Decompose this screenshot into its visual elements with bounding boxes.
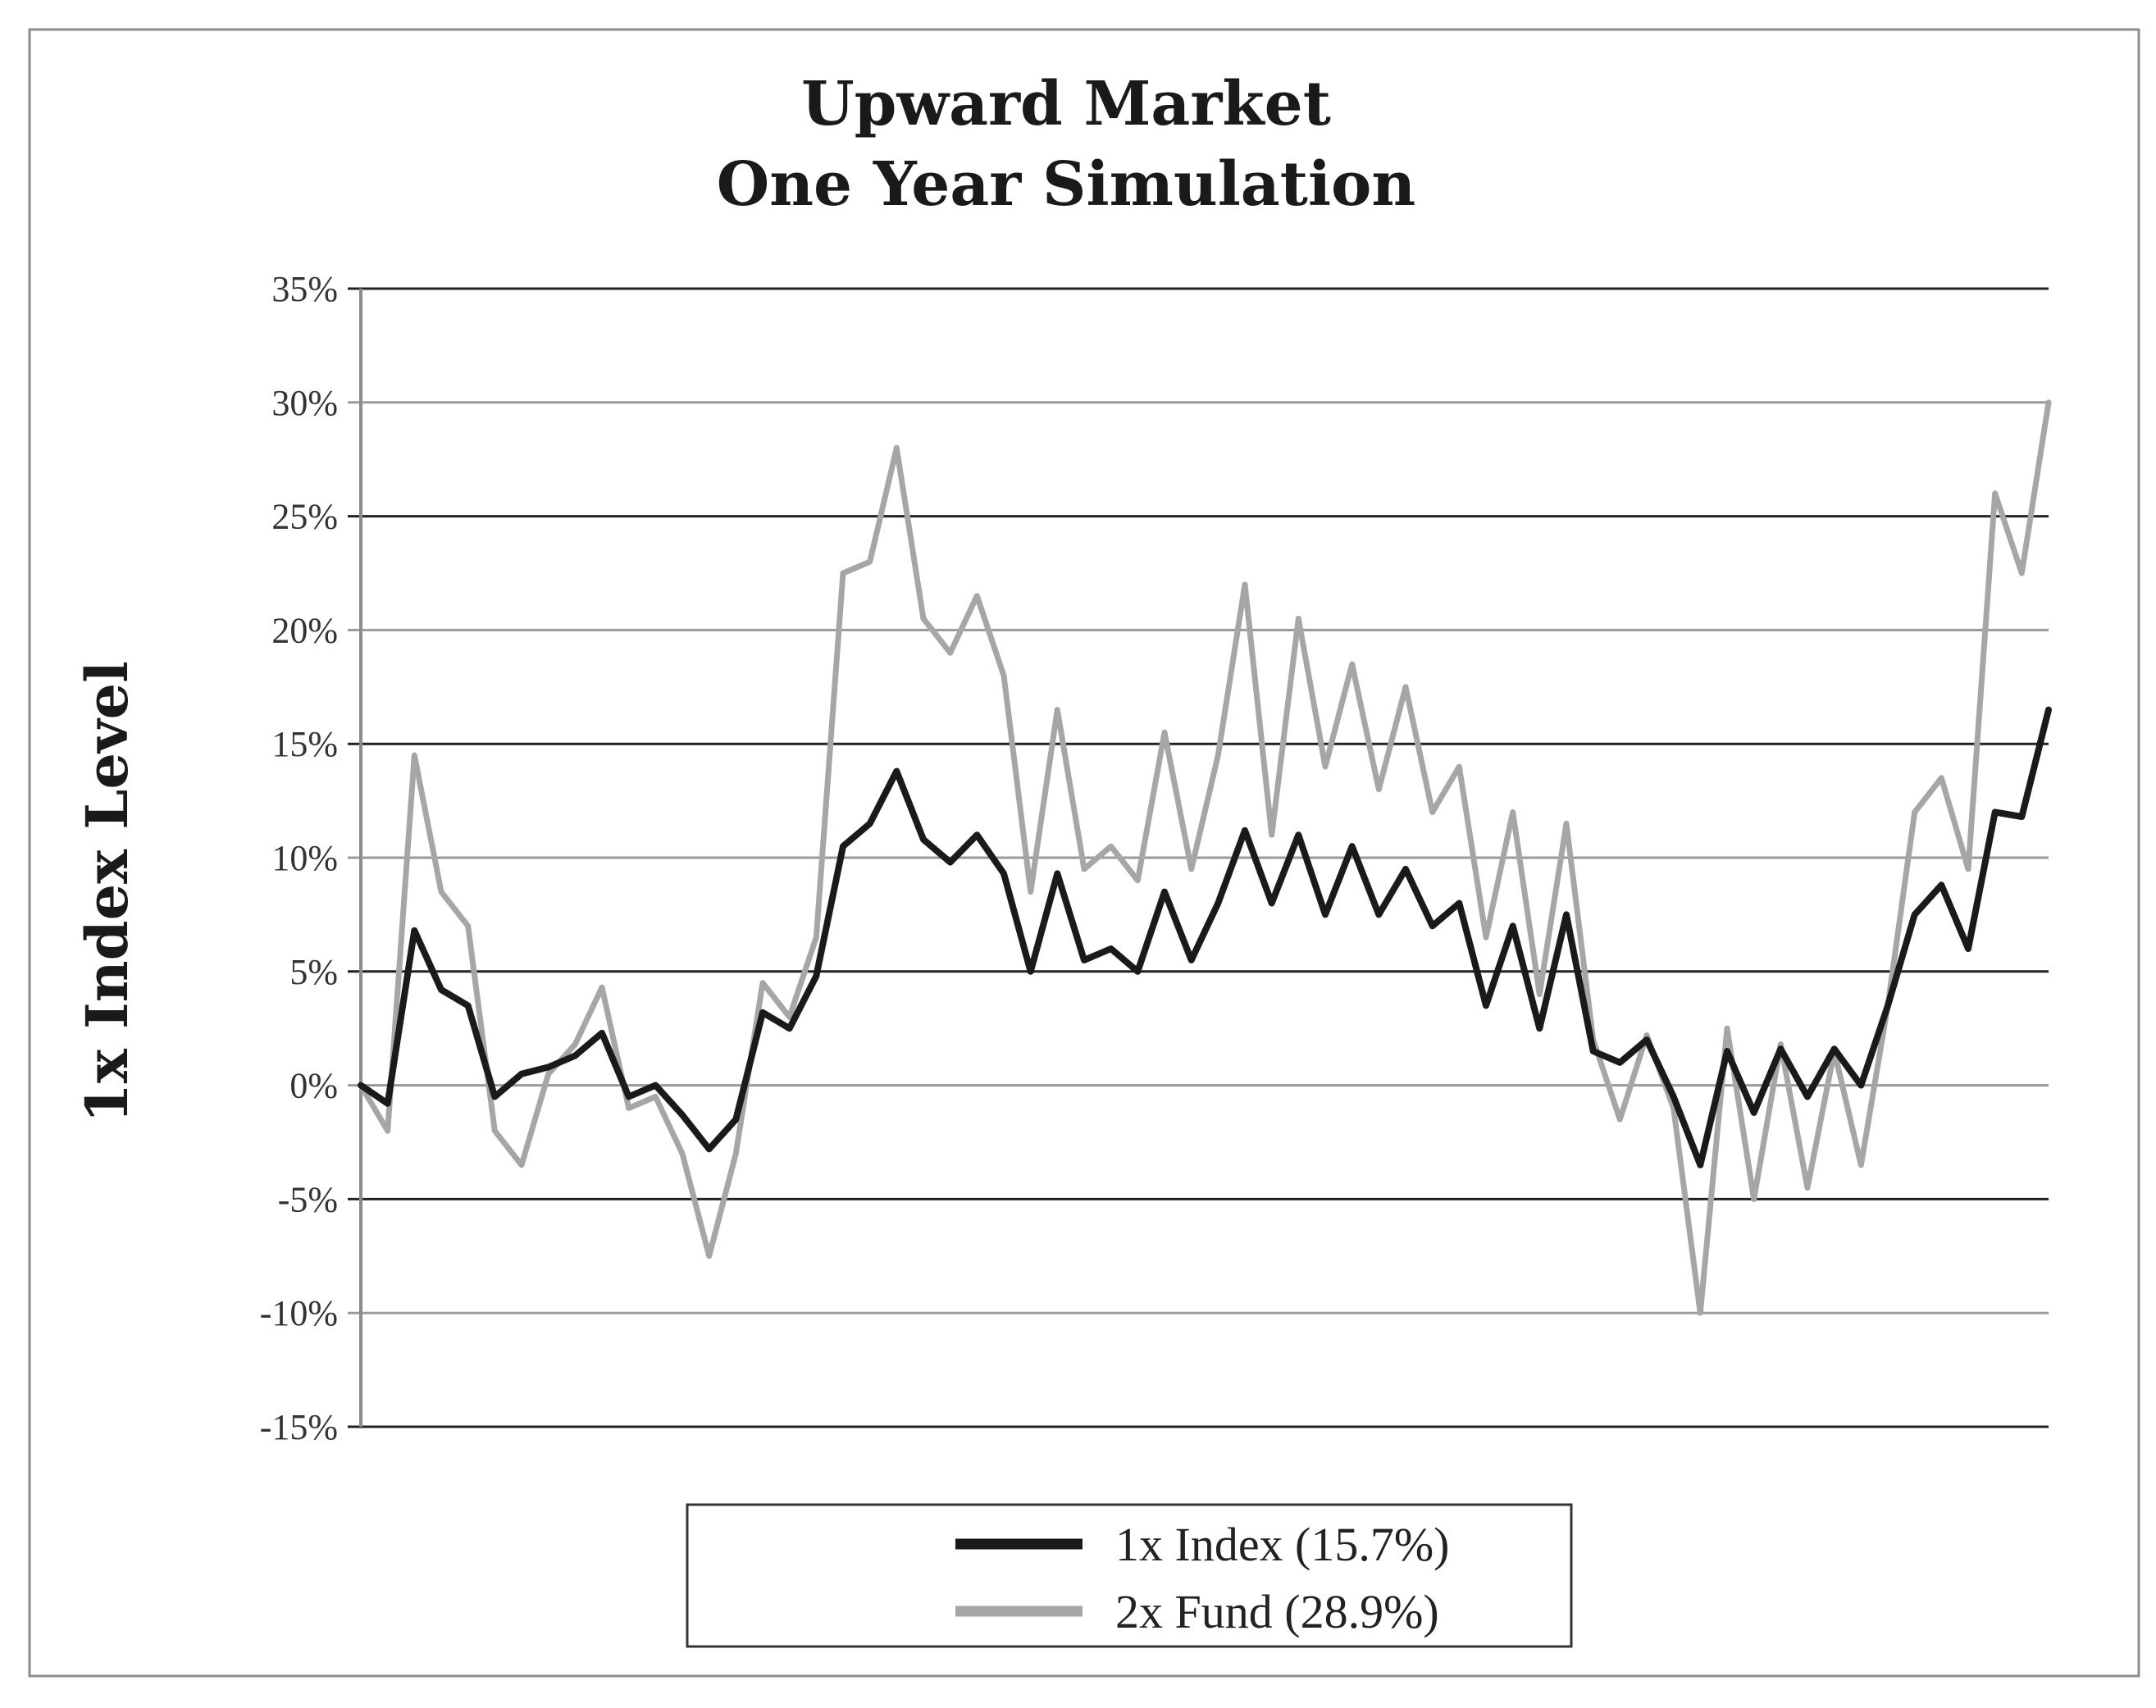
series-line-1x-index <box>358 706 2052 1168</box>
y-tick-label: 10% <box>271 838 338 878</box>
legend-box <box>686 1503 1573 1648</box>
y-tick-label: 15% <box>271 724 338 764</box>
y-tick-label: 30% <box>271 383 338 423</box>
series-line-2x-fund <box>358 399 2052 1316</box>
y-tick-label: 5% <box>289 952 338 992</box>
y-tick-label: 20% <box>271 610 338 650</box>
series-lines <box>358 399 2052 1316</box>
y-axis-label: 1x Index Level <box>73 661 141 1123</box>
chart-title-line-2: One Year Simulation <box>717 149 1415 220</box>
y-tick-label: 35% <box>271 269 338 309</box>
y-tick-label: -5% <box>278 1179 338 1219</box>
y-tick-label: -10% <box>260 1293 338 1333</box>
chart-title-line-1: Upward Market <box>801 69 1331 139</box>
y-tick-label: 25% <box>271 497 338 537</box>
y-tick-labels: 35% 30% 25% 20% 15% 10% 5% 0% -5% -10% -15% <box>260 269 338 1447</box>
y-tick-label: 0% <box>289 1066 338 1106</box>
legend-label-1x-index: 1x Index (15.7%) <box>1115 1518 1450 1571</box>
legend-label-2x-fund: 2x Fund (28.9%) <box>1115 1585 1439 1638</box>
gridlines <box>348 287 2049 1428</box>
legend: 1x Index (15.7%) 2x Fund (28.9%) <box>686 1503 1573 1648</box>
y-tick-label: -15% <box>260 1407 338 1447</box>
